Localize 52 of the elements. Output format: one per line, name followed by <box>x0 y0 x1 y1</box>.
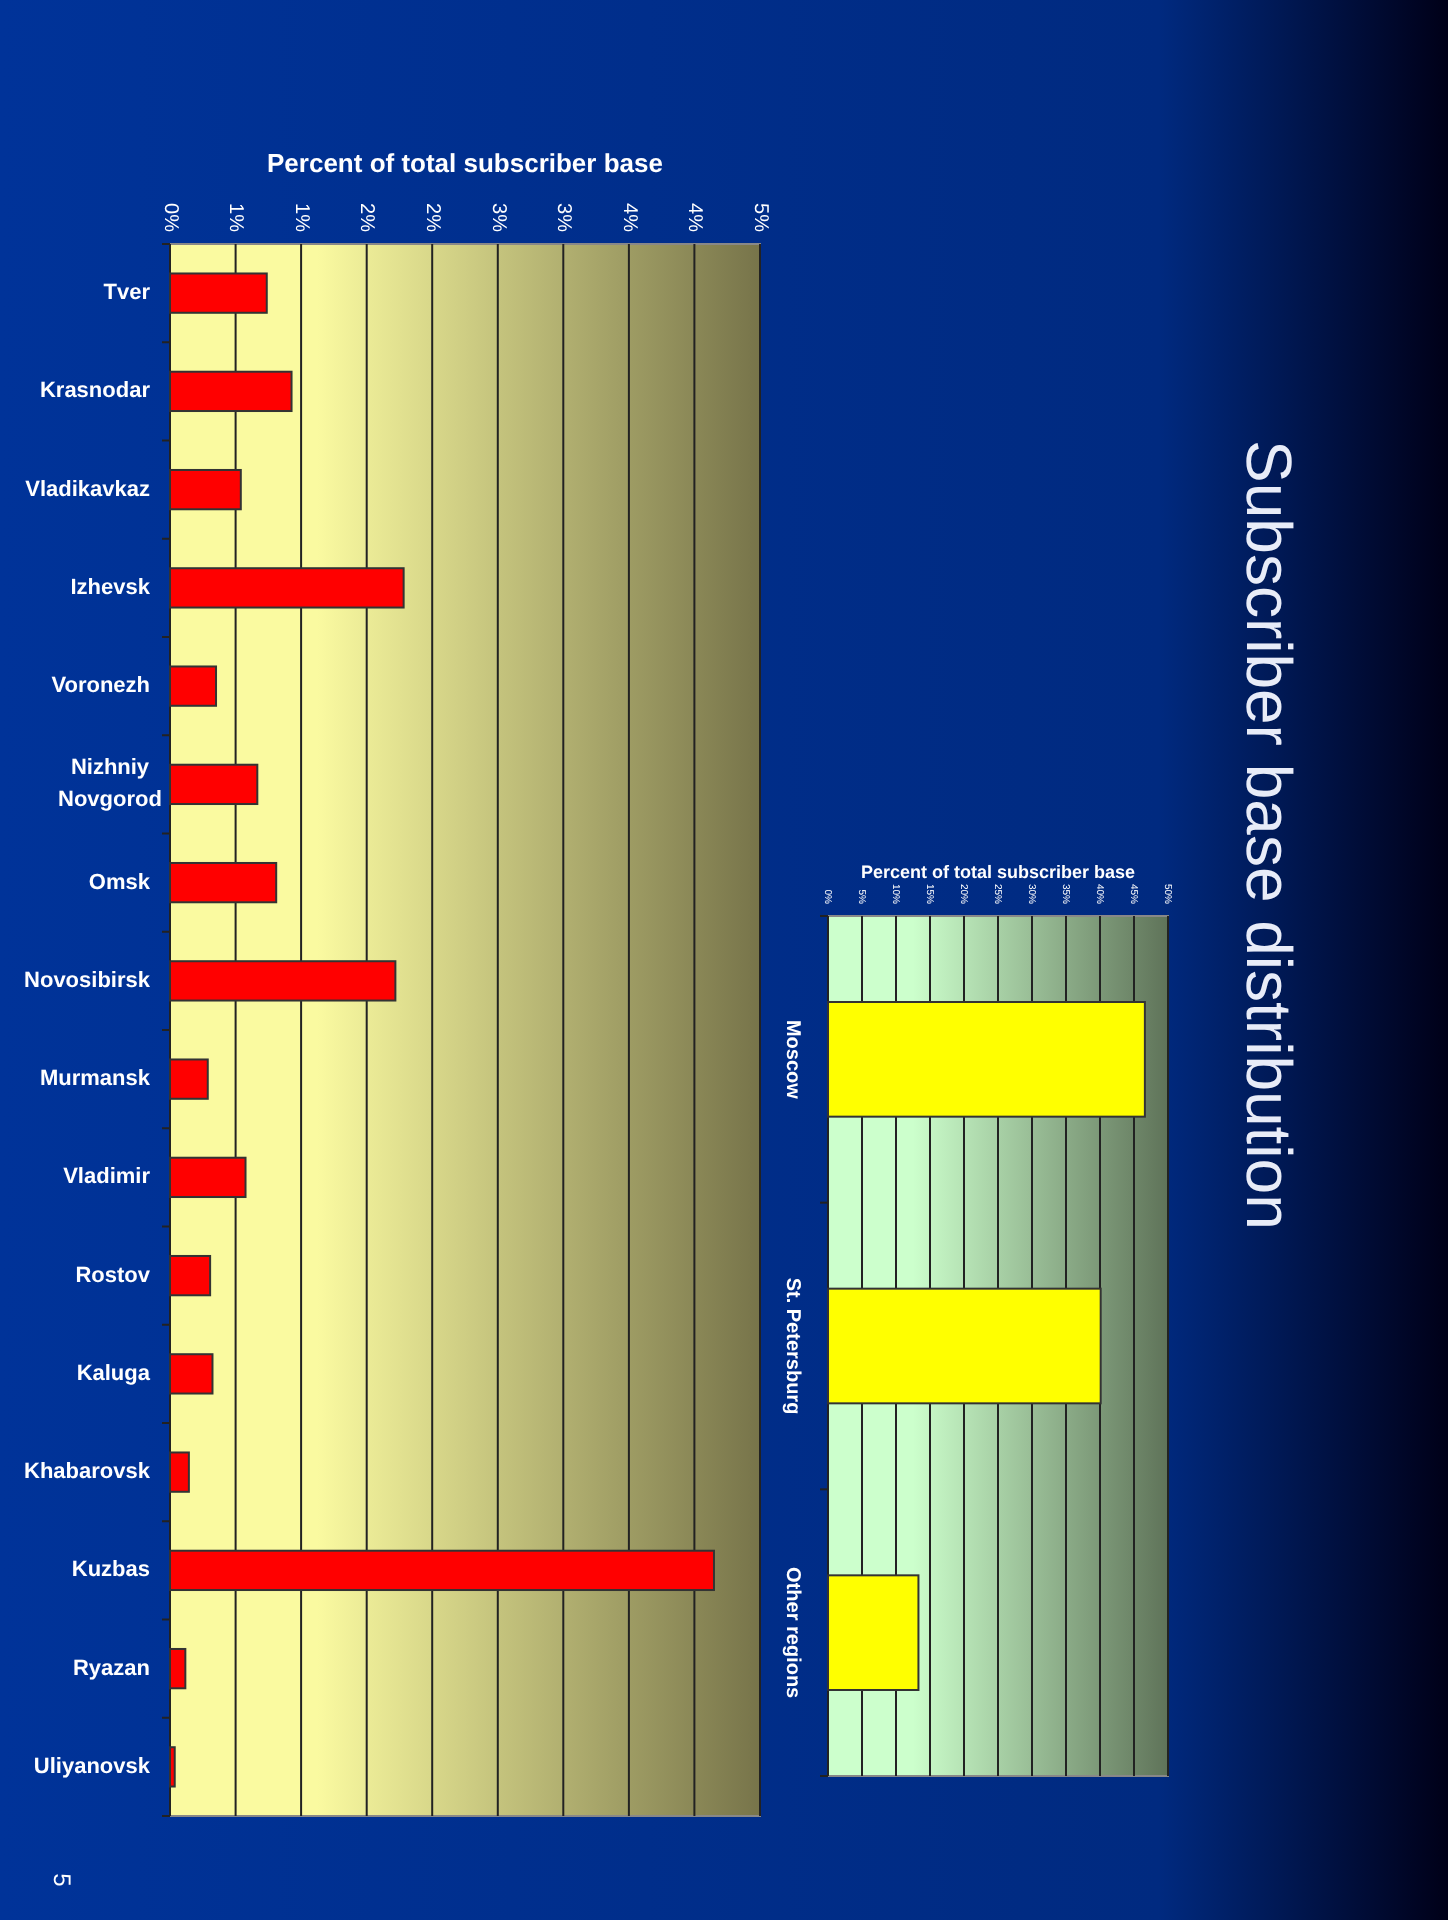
y-tick-label: Krasnodar <box>39 379 152 404</box>
bar <box>827 1287 1102 1405</box>
x-tick-label: 3% <box>486 203 509 233</box>
bar <box>169 960 397 1002</box>
bar <box>169 1353 214 1395</box>
y-tick-label: Novosibirsk <box>24 968 152 993</box>
x-tick-label: 4% <box>683 203 706 233</box>
y-tick-label: Khabarovsk <box>24 1459 152 1484</box>
bar <box>169 1549 715 1592</box>
x-tick-label: 3% <box>552 203 575 233</box>
y-tick-label: Vladikavkaz <box>25 477 151 502</box>
y-tick-label: Nizhniy Novgorod <box>58 756 162 813</box>
bar <box>169 1156 247 1199</box>
x-tick-label: 4% <box>617 203 640 233</box>
x-tick-label: 1% <box>224 203 247 233</box>
chart-title: Percent of total subscriber base <box>860 862 1136 882</box>
bar <box>169 1647 187 1690</box>
x-tick-label: 5% <box>748 203 771 233</box>
text: Subscriber base distribution <box>1233 440 1306 1230</box>
y-tick-label: Ryazan <box>72 1656 151 1681</box>
bar <box>169 1058 209 1100</box>
x-tick-label: 2% <box>355 203 378 233</box>
bar <box>169 861 278 904</box>
y-tick-label: Tver <box>103 280 152 305</box>
y-tick-label: Omsk <box>88 870 152 895</box>
bar <box>169 1451 190 1493</box>
bar <box>169 567 405 609</box>
y-tick-label: Rostov <box>75 1263 152 1288</box>
bar <box>169 1254 212 1297</box>
text: 5 <box>47 1873 76 1888</box>
y-tick-label: Voronezh <box>51 673 151 698</box>
y-tick-label: Izhevsk <box>70 575 152 600</box>
y-tick-label: Vladimir <box>63 1165 152 1190</box>
x-tick-label: 1% <box>289 203 312 233</box>
y-tick-label: Moscow <box>780 1019 803 1100</box>
bar <box>827 1001 1146 1118</box>
bar <box>169 665 218 707</box>
chart-title: Percent of total subscriber base <box>267 148 663 178</box>
y-tick-label: Other regions <box>780 1567 803 1700</box>
bar <box>169 1746 176 1788</box>
bar <box>169 272 268 314</box>
bar <box>169 370 293 413</box>
bar <box>169 763 259 806</box>
y-tick-label: Murmansk <box>39 1066 152 1091</box>
y-tick-label: Uliyanovsk <box>33 1754 152 1779</box>
y-tick-label: Kaluga <box>76 1361 152 1386</box>
x-tick-label: 2% <box>420 203 443 233</box>
bar <box>169 468 242 511</box>
bar <box>827 1574 920 1691</box>
y-tick-label: Kuzbas <box>71 1558 150 1583</box>
y-tick-label: St. Petersburg <box>780 1277 803 1415</box>
x-tick-label: 0% <box>158 203 181 233</box>
